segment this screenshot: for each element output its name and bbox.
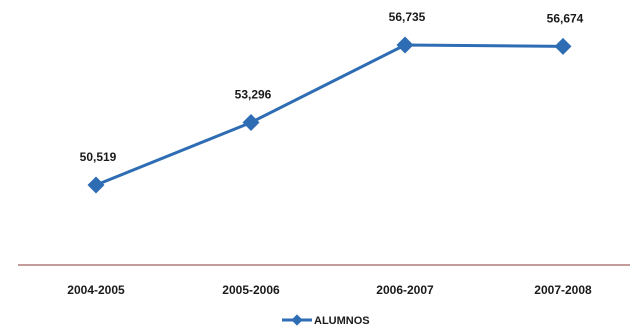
data-point-marker [87,176,105,194]
data-label: 50,519 [80,150,117,164]
data-label: 53,296 [235,87,272,101]
data-labels: 50,519 53,296 56,735 56,674 [80,10,584,164]
series-line-alumnos [95,43,564,187]
x-tick-labels: 2004-2005 2005-2006 2006-2007 2007-2008 [67,283,592,297]
x-tick-label: 2005-2006 [222,283,280,297]
legend-label: ALUMNOS [314,315,370,327]
x-tick-label: 2006-2007 [376,283,434,297]
data-label: 56,674 [547,11,584,25]
x-tick-label: 2004-2005 [67,283,125,297]
series-group [87,36,572,194]
data-point-marker [242,113,260,131]
legend: ALUMNOS [282,314,370,327]
legend-diamond-icon [291,314,303,326]
data-label: 56,735 [389,10,426,24]
x-tick-label: 2007-2008 [534,283,592,297]
data-point-marker [396,36,414,54]
data-point-marker [554,37,572,55]
